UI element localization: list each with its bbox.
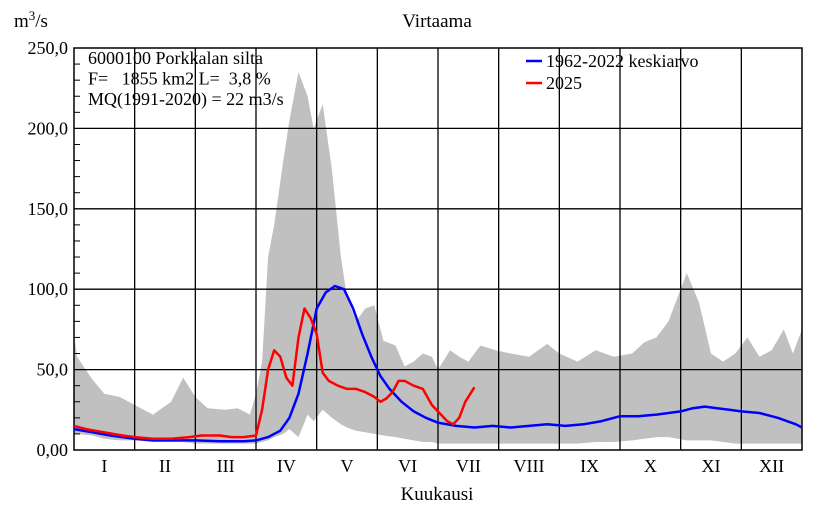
range-band	[74, 72, 802, 444]
series-line-0	[73, 284, 803, 443]
y-tick-label: 0,00	[37, 440, 69, 460]
legend-label: 2025	[546, 73, 582, 93]
x-tick-label: VIII	[514, 456, 545, 476]
range-band-layer	[74, 72, 802, 444]
x-tick-label: XI	[702, 456, 721, 476]
x-tick-label: II	[159, 456, 171, 476]
x-tick-label: XII	[759, 456, 784, 476]
x-tick-label: VI	[398, 456, 417, 476]
y-axis-unit-exp: 3	[29, 8, 36, 23]
y-tick-label: 250,0	[28, 38, 69, 58]
info-line: F= 1855 km2 L= 3,8 %	[88, 69, 271, 89]
chart-title: Virtaama	[402, 11, 472, 32]
x-tick-label: IX	[580, 456, 599, 476]
plot-frame	[73, 47, 803, 451]
y-axis-unit-base: m	[14, 11, 29, 32]
series-layer	[73, 284, 803, 443]
legend-label: 1962-2022 keskiarvo	[546, 51, 698, 71]
info-line: 6000100 Porkkalan silta	[88, 48, 263, 68]
x-axis-label: Kuukausi	[401, 484, 474, 505]
y-tick-label: 150,0	[28, 199, 69, 219]
x-tick-label: VII	[456, 456, 481, 476]
x-tick-label: IV	[277, 456, 296, 476]
x-tick-label: III	[217, 456, 235, 476]
y-tick-label: 100,0	[28, 279, 69, 299]
grid-layer	[73, 47, 803, 451]
series-line-1	[73, 307, 476, 440]
y-tick-label: 50,0	[37, 360, 69, 380]
info-line: MQ(1991-2020) = 22 m3/s	[88, 89, 284, 110]
y-axis-label: m3/s	[14, 8, 48, 32]
x-tick-label: I	[101, 456, 107, 476]
x-tick-label: X	[644, 456, 657, 476]
x-tick-label: V	[341, 456, 354, 476]
y-axis-unit-rest: /s	[35, 11, 48, 32]
y-tick-label: 200,0	[28, 118, 69, 138]
